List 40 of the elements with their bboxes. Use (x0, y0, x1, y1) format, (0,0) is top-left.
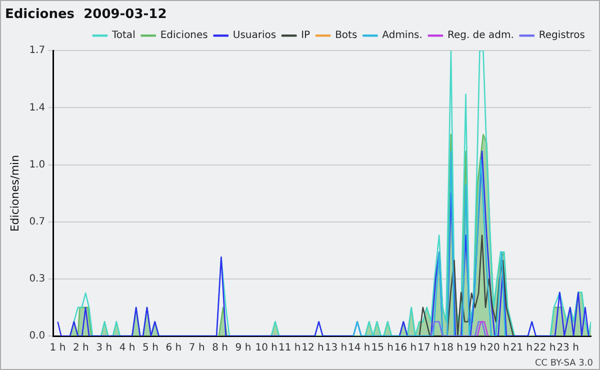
x-tick-label: 5 h (142, 342, 158, 354)
legend-label: IP (301, 30, 310, 42)
x-tick-label: 6 h (166, 342, 182, 354)
x-tick-label: 2 h (72, 342, 89, 354)
legend-label: Bots (335, 30, 358, 42)
legend-label: Reg. de adm. (447, 30, 514, 42)
chart-title: Ediciones 2009-03-12 (5, 7, 167, 22)
x-tick-label: 11 h (278, 342, 301, 354)
x-tick-label: 16 h (394, 342, 417, 354)
x-tick-label: 20 h (487, 342, 510, 354)
x-tick-label: 12 h (302, 342, 324, 354)
y-tick-label: 1.7 (29, 45, 46, 56)
x-tick-label: 10 h (255, 342, 278, 354)
x-tick-label: 13 h (324, 342, 348, 354)
x-tick-label: 8 h (212, 342, 228, 354)
x-tick-label: 15 h (371, 342, 394, 354)
legend-label: Registros (538, 30, 586, 42)
x-tick-label: 23 h (556, 342, 579, 354)
x-tick-label: 14 h (348, 342, 370, 354)
x-tick-label: 18 h (440, 342, 464, 354)
y-tick-label: 0.7 (29, 216, 46, 228)
legend-label: Total (110, 30, 136, 42)
x-tick-label: 1 h (50, 342, 66, 354)
x-tick-label: 3 h (96, 342, 112, 354)
legend-label: Ediciones (160, 30, 208, 42)
x-tick-label: 9 h (235, 342, 252, 354)
x-tick-label: 7 h (188, 342, 205, 354)
y-tick-label: 0.3 (29, 274, 46, 285)
x-tick-label: 19 h (464, 342, 486, 354)
x-tick-label: 21 h (510, 342, 533, 354)
y-tick-label: 0.0 (29, 330, 46, 342)
x-tick-label: 4 h (119, 342, 136, 354)
legend-label: Admins. (382, 30, 422, 42)
y-axis-title: Ediciones/min (8, 154, 22, 232)
legend-label: Usuarios (232, 30, 276, 42)
x-tick-label: 22 h (534, 342, 556, 354)
text: CC BY-SA 3.0 (535, 358, 594, 368)
x-tick-label: 17 h (418, 342, 440, 354)
y-tick-label: 1.0 (29, 159, 46, 170)
y-tick-label: 1.4 (29, 102, 46, 114)
